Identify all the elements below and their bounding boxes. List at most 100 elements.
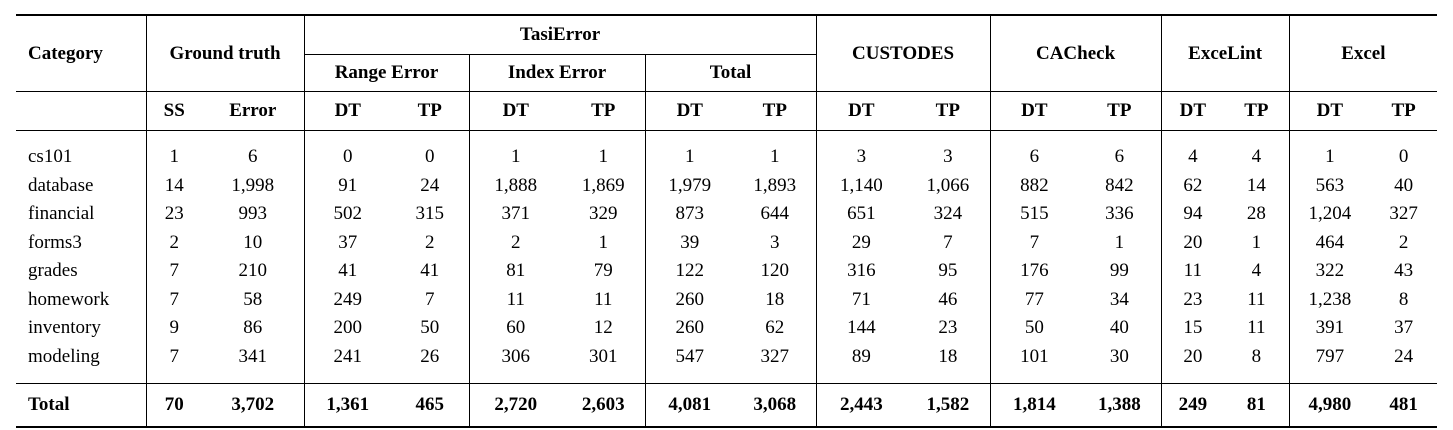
header-total-dt: DT	[644, 91, 735, 131]
table-cell: 41	[303, 257, 392, 286]
header-cacheck-tp: TP	[1078, 91, 1162, 131]
row-category: inventory	[28, 317, 101, 339]
spacer-row	[16, 130, 1438, 143]
table-row: financial 23 993 502 315 371 329 873 644 651 324 51…	[16, 200, 1437, 229]
table-cell: 1,140	[815, 171, 907, 200]
table-cell: 842	[1105, 174, 1134, 196]
total-cell: 2,720	[468, 383, 563, 427]
table-cell: 241	[303, 342, 392, 371]
table-cell: 200	[303, 314, 392, 343]
table-cell: 6	[248, 146, 258, 168]
header-ground-truth: Ground truth	[145, 15, 305, 92]
table-cell: 62	[1160, 171, 1225, 200]
total-row: Total 70 3,702 1,361 465 2,720 2,603 4,0…	[16, 383, 1438, 427]
header-index-dt: DT	[468, 91, 563, 131]
table-cell: 58	[243, 288, 263, 310]
row-category: database	[28, 174, 94, 196]
header-custodes: CUSTODES	[815, 15, 991, 92]
table-cell: 37	[1394, 317, 1414, 339]
table-cell: 306	[468, 342, 563, 371]
table-cell: 71	[815, 285, 907, 314]
table-cell: 1,893	[753, 174, 797, 196]
table-cell: 260	[644, 314, 735, 343]
table-cell: 1	[598, 231, 609, 253]
table-cell: 563	[1288, 171, 1371, 200]
table-cell: 1	[1288, 143, 1371, 172]
table-cell: 122	[644, 257, 735, 286]
table-cell: 797	[1288, 342, 1371, 371]
table-cell: 260	[644, 285, 735, 314]
table-cell: 4	[1251, 260, 1262, 282]
table-cell: 6	[989, 143, 1079, 172]
table-cell: 99	[1109, 260, 1129, 282]
table-cell: 94	[1160, 200, 1225, 229]
table-cell: 81	[468, 257, 563, 286]
table-cell: 249	[303, 285, 392, 314]
total-cell: 70	[145, 383, 202, 427]
table-cell: 644	[760, 203, 790, 225]
table-cell: 20	[1160, 342, 1225, 371]
table-cell: 1	[770, 146, 780, 168]
table-cell: 3	[943, 146, 953, 168]
table-cell: 15	[1160, 314, 1225, 343]
table-cell: 176	[989, 257, 1079, 286]
table-cell: 3	[770, 231, 780, 253]
header-excel: Excel	[1288, 15, 1438, 92]
row-category: modeling	[28, 345, 100, 367]
total-cell: 4,081	[644, 383, 735, 427]
table-cell: 20	[1160, 228, 1225, 257]
table-cell: 371	[468, 200, 563, 229]
table-cell: 95	[938, 260, 958, 282]
table-cell: 50	[420, 317, 440, 339]
table-row: grades 7 210 41 41 81 79 122 120 316 95 176 99 11 4 322…	[16, 257, 1437, 286]
table-cell: 329	[589, 203, 618, 225]
table-cell: 2	[145, 228, 202, 257]
table-cell: 120	[760, 260, 790, 282]
table-cell: 7	[425, 288, 435, 310]
table-cell: 62	[765, 317, 785, 339]
table-cell: 4	[1251, 146, 1262, 168]
table-cell: 2	[468, 228, 563, 257]
row-category: grades	[28, 260, 78, 282]
table-cell: 210	[238, 260, 268, 282]
table-cell: 101	[989, 342, 1079, 371]
table-cell: 11	[1247, 317, 1266, 339]
table-cell: 43	[1394, 260, 1414, 282]
table-cell: 28	[1246, 203, 1266, 225]
total-cell: 3,702	[202, 383, 305, 427]
table-cell: 7	[145, 285, 202, 314]
table-cell: 0	[425, 146, 435, 168]
header-excel-dt: DT	[1288, 91, 1371, 131]
table-cell: 1,869	[581, 174, 625, 196]
table-cell: 3	[815, 143, 907, 172]
table-cell: 60	[468, 314, 563, 343]
header-error: Error	[202, 91, 305, 131]
table-cell: 26	[420, 345, 440, 367]
table-cell: 7	[989, 228, 1079, 257]
header-tasierror-total: Total	[644, 54, 817, 92]
table-cell: 23	[145, 200, 202, 229]
table-cell: 651	[815, 200, 907, 229]
table-cell: 50	[989, 314, 1079, 343]
header-range-tp: TP	[391, 91, 470, 131]
table-cell: 0	[303, 143, 392, 172]
table-cell: 8	[1251, 345, 1262, 367]
header-excelint: ExceLint	[1160, 15, 1290, 92]
header-ss: SS	[145, 91, 202, 131]
table-cell: 547	[644, 342, 735, 371]
table-cell: 6	[1114, 146, 1125, 168]
table-cell: 515	[989, 200, 1079, 229]
table-row: inventory 9 86 200 50 60 12 260 62 144 23 50 40 15 11 3…	[16, 314, 1437, 343]
table-cell: 8	[1398, 288, 1409, 310]
total-cell: 1,814	[989, 383, 1079, 427]
table-cell: 336	[1105, 203, 1134, 225]
table-cell: 1,238	[1288, 285, 1371, 314]
table-cell: 316	[815, 257, 907, 286]
table-cell: 882	[989, 171, 1079, 200]
table-cell: 1	[468, 143, 563, 172]
table-cell: 46	[938, 288, 958, 310]
total-cell: 2,603	[562, 383, 646, 427]
table-cell: 1	[644, 143, 735, 172]
table-cell: 873	[644, 200, 735, 229]
table-cell: 14	[1246, 174, 1266, 196]
